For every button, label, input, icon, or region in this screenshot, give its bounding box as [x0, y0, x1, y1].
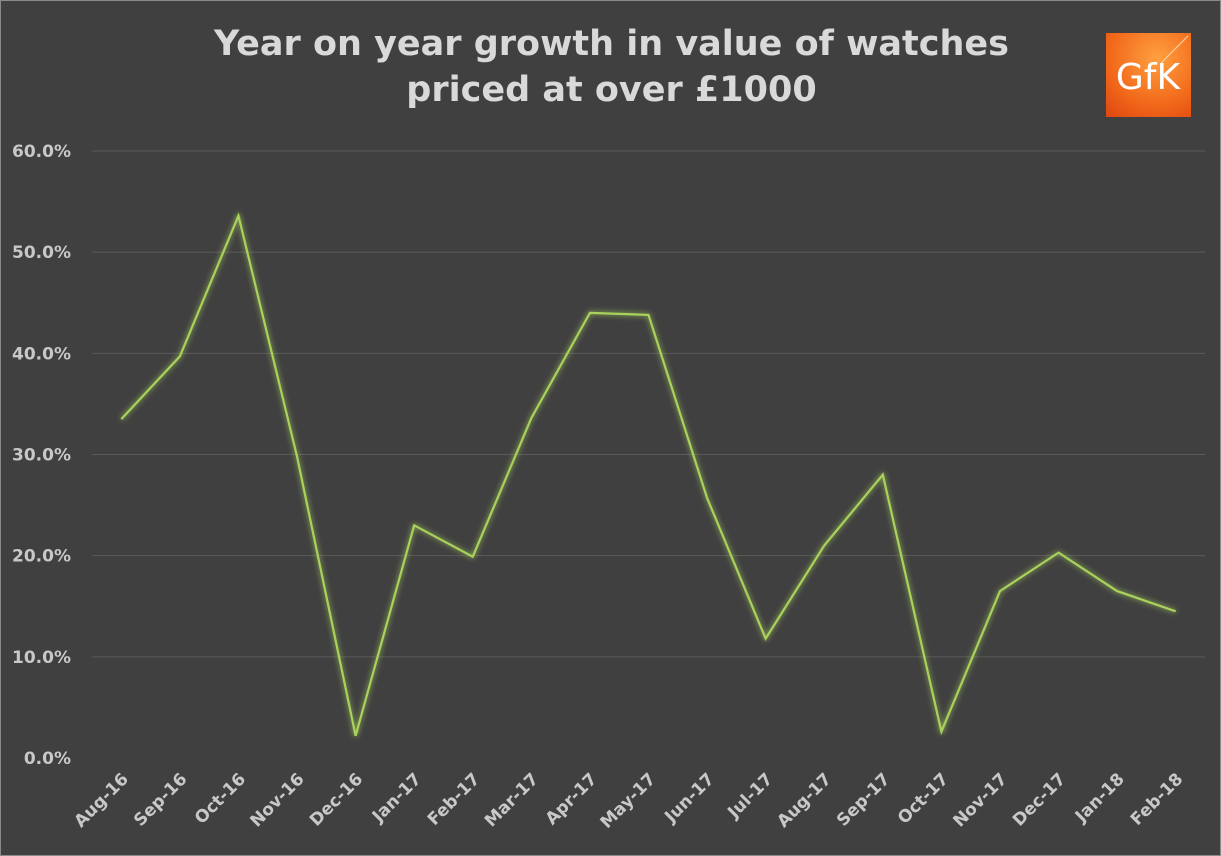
- x-tick-label: Oct-17: [894, 769, 953, 828]
- x-tick-label: Jan-17: [368, 769, 426, 827]
- x-tick-label: Nov-16: [247, 769, 309, 831]
- gfk-logo: GfK: [1106, 33, 1191, 117]
- series-line: [120, 212, 1177, 737]
- x-tick-label: Apr-17: [542, 769, 602, 829]
- x-tick-label: Aug-17: [773, 769, 835, 831]
- x-tick-label: Feb-17: [424, 769, 484, 829]
- title-line-1: Year on year growth in value of watches: [214, 24, 1009, 64]
- x-tick-label: Jun-17: [660, 769, 718, 827]
- svg-text:GfK: GfK: [1116, 57, 1182, 98]
- x-tick-label: Sep-16: [130, 769, 191, 830]
- y-tick-label: 30.0%: [12, 446, 71, 466]
- x-tick-label: Jul-17: [723, 769, 777, 823]
- y-tick-label: 10.0%: [12, 648, 71, 668]
- x-tick-label: Jan-18: [1071, 769, 1129, 827]
- title-line-2: priced at over £1000: [406, 70, 817, 110]
- y-tick-label: 60.0%: [12, 142, 71, 162]
- chart-title: Year on year growth in value of watches …: [1, 21, 1220, 113]
- x-tick-label: Dec-16: [306, 769, 367, 830]
- x-tick-label: Feb-18: [1127, 769, 1187, 829]
- x-tick-label: Aug-16: [70, 769, 132, 831]
- x-tick-label: Dec-17: [1009, 769, 1070, 830]
- x-tick-label: Nov-17: [949, 769, 1011, 831]
- y-tick-label: 50.0%: [12, 243, 71, 263]
- x-tick-label: Sep-17: [833, 769, 894, 830]
- y-tick-label: 0.0%: [24, 749, 71, 769]
- y-tick-label: 40.0%: [12, 344, 71, 364]
- y-tick-label: 20.0%: [12, 547, 71, 567]
- x-tick-label: May-17: [597, 769, 660, 832]
- x-tick-label: Mar-17: [481, 769, 543, 831]
- x-tick-label: Oct-16: [191, 769, 250, 828]
